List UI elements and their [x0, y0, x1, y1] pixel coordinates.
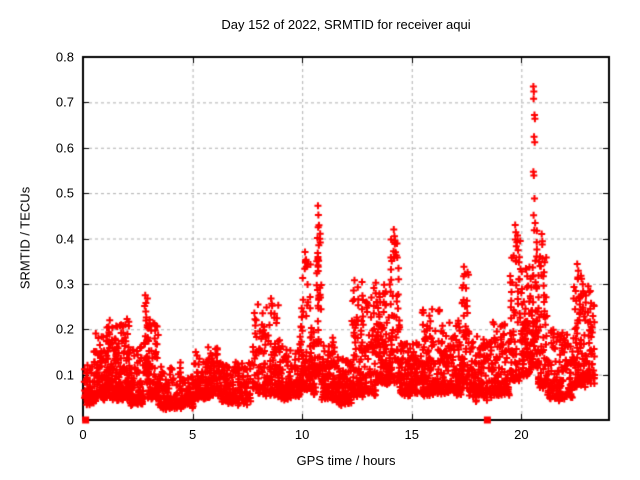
x-axis-label: GPS time / hours [296, 453, 396, 468]
y-axis-label: SRMTID / TECUs [17, 186, 33, 290]
x-tick-label: 0 [79, 427, 87, 442]
y-tick-label: 0 [66, 412, 74, 428]
y-tick-label: 0.5 [55, 185, 74, 201]
x-tick-label: 10 [294, 427, 310, 442]
x-tick-label: 5 [188, 427, 197, 442]
y-tick-label: 0.4 [55, 231, 74, 246]
y-tick-label: 0.1 [55, 367, 74, 383]
y-tick-label: 0.6 [55, 140, 74, 156]
y-tick-label: 0.7 [55, 94, 74, 110]
y-tick-label: 0.8 [55, 49, 74, 65]
y-tick-label: 0.3 [55, 276, 74, 292]
x-tick-label: 15 [404, 427, 419, 442]
chart-title: Day 152 of 2022, SRMTID for receiver aqu… [221, 17, 471, 32]
y-tick-label: 0.2 [55, 321, 74, 337]
x-tick-label: 20 [514, 427, 529, 442]
